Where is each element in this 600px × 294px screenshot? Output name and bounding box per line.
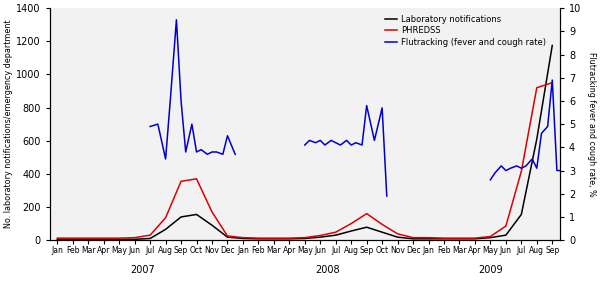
Flutracking (fever and cough rate) (224, 134, 231, 138)
PHREDSS (425, 236, 432, 239)
Laboratory notifications (54, 238, 61, 241)
Flutracking (fever and cough rate) (173, 18, 180, 21)
PHREDSS (100, 236, 107, 240)
Y-axis label: Flutracking fever and cough rate, %: Flutracking fever and cough rate, % (587, 52, 596, 196)
Laboratory notifications (317, 235, 324, 239)
Laboratory notifications (363, 225, 370, 229)
Laboratory notifications (440, 237, 448, 240)
Line: Laboratory notifications: Laboratory notifications (58, 46, 552, 239)
Laboratory notifications (456, 237, 463, 240)
Laboratory notifications (379, 230, 386, 234)
Laboratory notifications (286, 237, 293, 240)
PHREDSS (162, 216, 169, 220)
Laboratory notifications (270, 237, 277, 240)
Laboratory notifications (193, 213, 200, 216)
PHREDSS (255, 236, 262, 240)
Line: Flutracking (fever and cough rate): Flutracking (fever and cough rate) (150, 20, 235, 159)
Laboratory notifications (301, 237, 308, 240)
Laboratory notifications (100, 238, 107, 241)
Flutracking (fever and cough rate) (178, 99, 185, 103)
Flutracking (fever and cough rate) (146, 125, 154, 128)
PHREDSS (69, 236, 76, 240)
Flutracking (fever and cough rate) (197, 148, 205, 151)
Flutracking (fever and cough rate) (213, 150, 220, 154)
Flutracking (fever and cough rate) (208, 150, 215, 154)
PHREDSS (332, 230, 340, 234)
Laboratory notifications (425, 237, 432, 240)
PHREDSS (85, 236, 92, 240)
Laboratory notifications (548, 44, 556, 47)
PHREDSS (533, 86, 541, 89)
Laboratory notifications (116, 238, 123, 241)
Flutracking (fever and cough rate) (232, 153, 239, 156)
PHREDSS (487, 235, 494, 238)
PHREDSS (347, 222, 355, 225)
Laboratory notifications (208, 223, 215, 227)
PHREDSS (440, 236, 448, 240)
Laboratory notifications (472, 237, 479, 240)
PHREDSS (193, 177, 200, 181)
Laboratory notifications (146, 237, 154, 240)
PHREDSS (456, 236, 463, 240)
Laboratory notifications (239, 237, 247, 240)
Flutracking (fever and cough rate) (154, 122, 161, 126)
PHREDSS (286, 236, 293, 240)
PHREDSS (146, 233, 154, 237)
Flutracking (fever and cough rate) (167, 99, 174, 103)
PHREDSS (301, 236, 308, 239)
Flutracking (fever and cough rate) (193, 150, 200, 154)
Flutracking (fever and cough rate) (219, 153, 226, 156)
Legend: Laboratory notifications, PHREDSS, Flutracking (fever and cough rate): Laboratory notifications, PHREDSS, Flutr… (385, 15, 545, 47)
Line: PHREDSS: PHREDSS (58, 83, 552, 238)
PHREDSS (239, 236, 247, 239)
Laboratory notifications (255, 237, 262, 240)
Laboratory notifications (502, 233, 509, 237)
PHREDSS (518, 170, 525, 173)
PHREDSS (116, 236, 123, 240)
PHREDSS (131, 236, 138, 239)
Flutracking (fever and cough rate) (204, 153, 211, 156)
Text: 2008: 2008 (316, 265, 340, 275)
Flutracking (fever and cough rate) (182, 150, 190, 154)
PHREDSS (502, 224, 509, 228)
Flutracking (fever and cough rate) (162, 157, 169, 161)
PHREDSS (317, 234, 324, 237)
Laboratory notifications (518, 213, 525, 216)
Laboratory notifications (224, 235, 231, 239)
Laboratory notifications (332, 233, 340, 237)
PHREDSS (178, 180, 185, 183)
Y-axis label: No. laboratory notifications/emergency department: No. laboratory notifications/emergency d… (4, 20, 13, 228)
Laboratory notifications (178, 215, 185, 219)
Laboratory notifications (394, 235, 401, 239)
Flutracking (fever and cough rate) (188, 122, 196, 126)
PHREDSS (472, 236, 479, 240)
PHREDSS (363, 212, 370, 216)
Laboratory notifications (487, 236, 494, 239)
Laboratory notifications (69, 238, 76, 241)
Laboratory notifications (131, 238, 138, 241)
PHREDSS (394, 232, 401, 235)
Text: 2007: 2007 (130, 265, 155, 275)
Laboratory notifications (347, 229, 355, 233)
Text: 2009: 2009 (478, 265, 503, 275)
PHREDSS (208, 210, 215, 214)
Laboratory notifications (85, 238, 92, 241)
PHREDSS (54, 236, 61, 240)
PHREDSS (409, 236, 416, 239)
PHREDSS (270, 236, 277, 240)
PHREDSS (224, 234, 231, 238)
PHREDSS (548, 81, 556, 84)
PHREDSS (379, 223, 386, 226)
Laboratory notifications (409, 237, 416, 240)
Laboratory notifications (162, 228, 169, 231)
Laboratory notifications (533, 137, 541, 141)
